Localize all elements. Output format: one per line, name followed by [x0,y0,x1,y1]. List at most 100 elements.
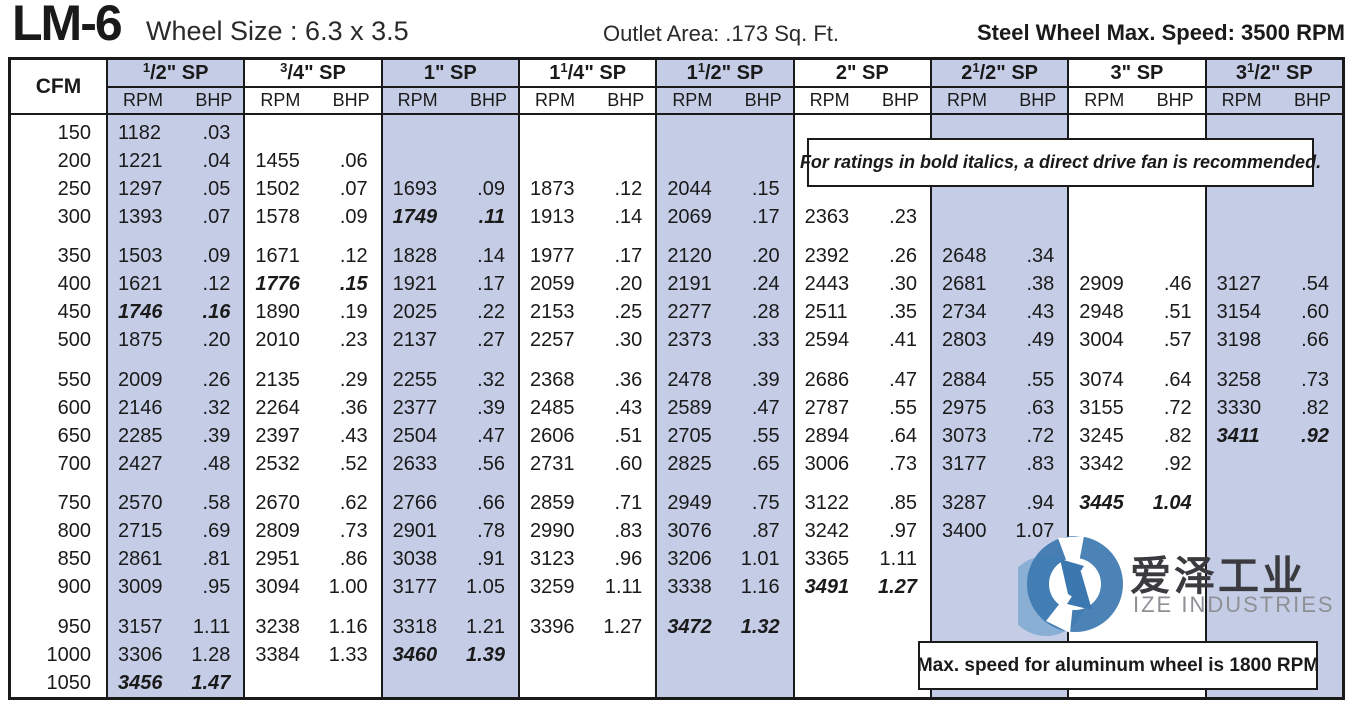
rpm-value: 2443 [804,273,850,295]
table-cell: 2264 .36 [245,394,380,422]
sp-suffix: " SP [584,61,627,84]
rpm-value: 2010 [255,329,300,351]
bhp-value: .04 [202,149,231,172]
table-cell: 1503 .09 [108,243,243,271]
bhp-column-label: BHP [195,90,233,110]
rpm-value: 1503 [118,245,163,267]
bhp-value: .39 [202,424,231,447]
rpm-value: 3038 [392,548,438,570]
rpm-value: 1393 [118,205,163,228]
rpm-value: 3445 [1079,492,1124,514]
table-cell: 1746 .16 [108,299,243,327]
rpm-value: 2377 [392,396,438,419]
table-cell: 2511 .35 [795,299,930,327]
rpm-value: 3456 [118,671,163,694]
table-cell [657,669,792,697]
table-cell [383,119,518,147]
table-cell: 2135 .29 [245,366,380,394]
bhp-value: 1.21 [466,615,505,638]
sp-frac-denominator: /2 [704,61,722,84]
table-cell: 2255 .32 [383,366,518,394]
table-cell: 2427 .48 [108,450,243,478]
bhp-value: 1.07 [1015,520,1055,542]
sp-column: 3/4 " SP RPM BHP 1455 .06 1502 .07 1578 .09 1671 .1… [243,60,381,697]
watermark-en: IZE INDUSTRIES [1133,592,1335,617]
rpm-value: 1455 [255,149,300,172]
rpm-value: 2277 [667,301,712,323]
rpm-value: 2478 [667,368,712,391]
table-cell: 2894 .64 [795,422,930,450]
rpm-value: 2373 [667,329,712,351]
table-cell [383,669,518,697]
table-cell: 3242 .97 [795,518,930,546]
table-cell: 2570 .58 [108,490,243,518]
table-cell: 2803 .49 [932,327,1067,355]
rpm-value: 2975 [941,396,987,419]
bhp-value: .47 [751,396,780,419]
bhp-value: .35 [889,301,917,323]
table-cell [795,613,930,641]
bhp-value: .03 [202,121,231,144]
bhp-value: .09 [339,205,368,228]
rpm-column-label: RPM [534,90,575,110]
table-cell [795,641,930,669]
bhp-value: .15 [339,273,368,295]
rpm-value: 3259 [529,576,575,598]
rpm-value: 3491 [804,576,850,598]
table-cell [932,203,1067,231]
rpm-value: 2059 [529,273,575,295]
rpm-value: 2825 [667,452,712,475]
bhp-value: .12 [614,177,643,200]
rpm-value: 3073 [941,424,987,447]
table-cell [657,119,792,147]
bhp-value: 1.32 [740,615,780,638]
rpm-value: 1776 [255,273,300,295]
bhp-value: 1.11 [192,615,231,638]
outlet-area-label: Outlet Area: .173 Sq. Ft. [603,21,840,46]
table-cell: 3396 1.27 [520,613,655,641]
bhp-value: .26 [889,245,917,267]
rpm-value: 2990 [529,520,575,542]
table-cell: 2594 .41 [795,327,930,355]
table-cell [245,669,380,697]
rpm-bhp-subheader: RPM BHP [1206,88,1342,115]
table-cell: 3127 .54 [1207,271,1342,299]
table-cell: 3177 .83 [932,450,1067,478]
table-cell: 1502 .07 [245,175,380,203]
cfm-body: 150 200 250 300 350 400 450 500 550 600 650 700 750 8… [11,115,106,697]
cfm-value: 950 [57,615,91,638]
sp-suffix: " SP [721,61,764,84]
cfm-value: 500 [57,329,91,351]
row-gap [932,355,1067,367]
rpm-value: 2511 [804,301,848,323]
rpm-value: 2884 [941,368,987,391]
table-cell: 3123 .96 [520,546,655,574]
sp-frac-denominator: /2 [979,61,997,84]
bhp-value: 1.47 [191,671,231,694]
bhp-value: .43 [1026,301,1055,323]
table-cell [1207,450,1342,478]
table-cell: 1693 .09 [383,175,518,203]
sp-suffix: " SP [435,61,477,84]
bhp-value: .66 [1301,329,1329,351]
table-cell: 2010 .23 [245,327,380,355]
rpm-value: 1921 [392,273,438,295]
rpm-value: 3177 [941,452,987,475]
table-cell: 2392 .26 [795,243,930,271]
bhp-value: .73 [889,452,917,475]
cfm-value: 600 [57,396,91,419]
bhp-value: .83 [1026,452,1055,475]
bhp-value: .43 [614,396,643,419]
bhp-value: .66 [477,492,505,514]
table-cell: 3338 1.16 [657,574,792,602]
bhp-column-label: BHP [332,90,370,110]
rpm-value: 3460 [392,643,438,666]
bhp-value: .96 [614,548,643,570]
rpm-value: 2705 [667,424,712,447]
sp-suffix: " SP [166,61,209,84]
table-cell: 2734 .43 [932,299,1067,327]
row-gap [108,478,243,490]
table-cell [383,147,518,175]
bhp-value: .71 [614,492,643,514]
sp-column: 1 1/4 " SP RPM BHP 1873 .12 1913 .14 1977 .17 2059.… [517,60,656,697]
